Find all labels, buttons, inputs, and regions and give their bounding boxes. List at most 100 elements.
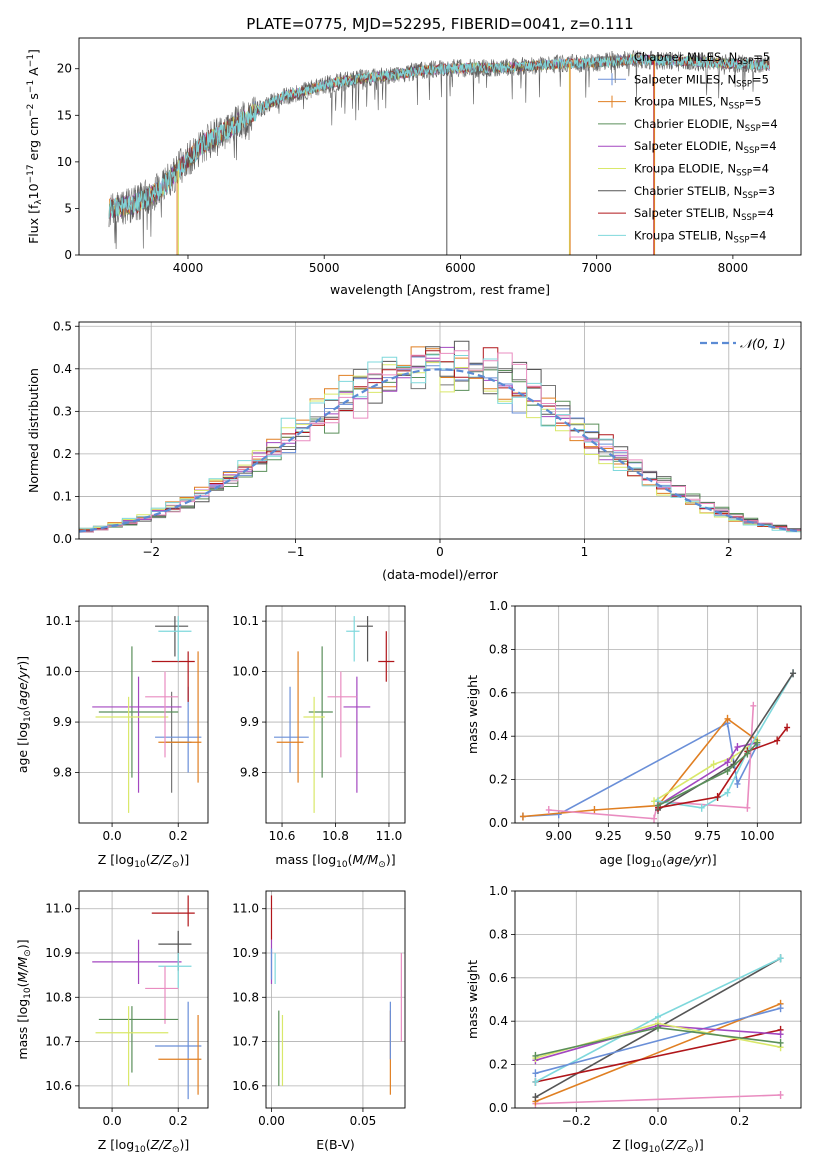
- data-point: [92, 939, 182, 984]
- label-part: ⊙: [172, 1145, 180, 1155]
- weight-line: [535, 1003, 781, 1103]
- legend-name: Kroupa STELIB, N: [634, 228, 734, 242]
- label-part: )]: [707, 852, 717, 867]
- label-part: Z [log: [98, 852, 134, 867]
- figure-title: PLATE=0775, MJD=52295, FIBERID=0041, z=0…: [246, 15, 633, 33]
- label-part: (: [146, 852, 151, 867]
- label-part: (: [146, 1137, 151, 1152]
- y-tick-label: 10.1: [232, 614, 259, 628]
- label-part: 10: [23, 987, 33, 999]
- legend-entry: Chabrier STELIB, NSSP=3: [634, 184, 775, 201]
- axes-frame: [265, 605, 406, 824]
- x-tick-label: 9.25: [595, 829, 622, 843]
- label-part: )]: [15, 656, 30, 666]
- y-tick-label: 20: [57, 62, 72, 76]
- data-point: [327, 671, 357, 758]
- x-tick-label: 0.0: [648, 1114, 667, 1128]
- label-part: mass [log: [275, 852, 336, 867]
- data-point: [303, 696, 325, 813]
- data-point: [95, 696, 169, 813]
- legend-sub: SSP: [745, 124, 761, 134]
- legend-entry: Salpeter MILES, NSSP=5: [634, 72, 769, 89]
- age_vs_mass-panel: 10.6 10.8 11.0 9.8 9.9 10.0 10.1 mass [log10(M/…: [232, 605, 406, 870]
- mass_weight_vs_Z-plot-area: [532, 954, 784, 1108]
- data-point: [145, 966, 179, 1024]
- x-tick-label: 4000: [173, 261, 204, 275]
- x-tick-label: 10.6: [269, 829, 296, 843]
- axes-frame: [514, 605, 802, 824]
- y-tick-label: 0.2: [53, 447, 72, 461]
- axes-frame: [514, 890, 802, 1109]
- label-part: ⊙: [23, 949, 33, 957]
- legend-entry: Salpeter ELODIE, NSSP=4: [634, 139, 777, 156]
- y-tick-label: 0.6: [489, 686, 508, 700]
- y-tick-label: 0.2: [489, 1058, 508, 1072]
- legend-entry: Kroupa MILES, NSSP=5: [634, 95, 761, 112]
- label-part: )]: [179, 852, 189, 867]
- legend-name: Chabrier MILES, N: [634, 50, 737, 64]
- spectrum-legend: Chabrier MILES, N SSP =5 Salpeter MILES, NS…: [598, 50, 778, 245]
- data-point: [158, 953, 192, 989]
- x-tick-label: 0.2: [730, 1114, 749, 1128]
- x-tick-label: 9.50: [645, 829, 672, 843]
- label-part: (data-model)/error: [382, 567, 499, 582]
- legend-sub: SSP: [744, 146, 760, 156]
- x-tick-label: 0.0: [103, 1114, 122, 1128]
- weight-line: [522, 717, 758, 818]
- y-tick-label: 0: [64, 248, 72, 262]
- legend-suffix: =4: [760, 139, 777, 153]
- mass_weight_vs_age-plot-area: [519, 669, 797, 823]
- label-part: wavelength [Angstrom, rest frame]: [330, 282, 550, 297]
- y-tick-label: 10: [57, 155, 72, 169]
- data-point: [92, 676, 182, 793]
- label-part: 10: [651, 860, 663, 870]
- label-part: Z/Z: [150, 1137, 173, 1152]
- data-point: [274, 686, 309, 773]
- data-point: [151, 895, 195, 927]
- legend-name: Salpeter ELODIE, N: [634, 139, 744, 153]
- y-tick-label: 10.7: [232, 1035, 259, 1049]
- legend-suffix: =5: [753, 50, 770, 64]
- data-point: [145, 671, 179, 758]
- x-tick-label: 0.0: [103, 829, 122, 843]
- legend-suffix: =4: [757, 206, 774, 220]
- y-axis-label: mass [log10(M/M⊙)]: [15, 939, 33, 1059]
- data-point: [276, 651, 304, 783]
- label-part: 10: [134, 860, 146, 870]
- mass_weight_vs_Z-panel: −0.2 0.0 0.2 0.0 0.2 0.4 0.6 0.8 1.0 Z [log10(Z/Z…: [465, 884, 802, 1155]
- data-point: [95, 1006, 169, 1086]
- weight-line: [657, 742, 758, 807]
- legend-sub: SSP: [741, 213, 757, 223]
- label-part: 10: [26, 183, 41, 199]
- legend-name: Chabrier STELIB, N: [634, 184, 742, 198]
- x-tick-label: 8000: [718, 261, 749, 275]
- label-part: −17: [26, 164, 36, 183]
- label-part: mass [log: [15, 999, 30, 1060]
- data-point: [155, 616, 189, 657]
- label-part: Flux [f: [26, 204, 41, 244]
- x-axis-label: E(B-V): [316, 1137, 355, 1152]
- legend-entry: Kroupa ELODIE, NSSP=4: [634, 162, 769, 179]
- data-point: [346, 616, 360, 662]
- legend-name: Chabrier ELODIE, N: [634, 117, 745, 131]
- spectrum-plot-area: [108, 49, 770, 255]
- legend-suffix: =5: [744, 95, 761, 109]
- legend-sub: SSP: [736, 169, 752, 179]
- y-tick-label: 10.7: [45, 1035, 72, 1049]
- label-part: age [log: [599, 852, 650, 867]
- x-axis-label: Z [log10(Z/Z⊙)]: [98, 1137, 189, 1155]
- x-axis-label: Z [log10(Z/Z⊙)]: [98, 852, 189, 870]
- y-tick-label: 0.0: [53, 532, 72, 546]
- label-part: M/M: [353, 852, 379, 867]
- axes-frame: [265, 890, 406, 1109]
- y-tick-label: 10.9: [45, 946, 72, 960]
- age_vs_Z-panel: 0.0 0.29.89.910.010.1Z [log10(Z/Z⊙)]age […: [15, 605, 209, 870]
- y-tick-label: 0.4: [53, 362, 72, 376]
- label-part: ]: [26, 49, 41, 54]
- histogram-plot-area: [79, 340, 801, 535]
- age_vs_Z-plot-area: [92, 616, 202, 813]
- label-part: ⊙: [686, 1145, 694, 1155]
- weight-line: [657, 741, 758, 807]
- legend-name: Kroupa MILES, N: [634, 95, 729, 109]
